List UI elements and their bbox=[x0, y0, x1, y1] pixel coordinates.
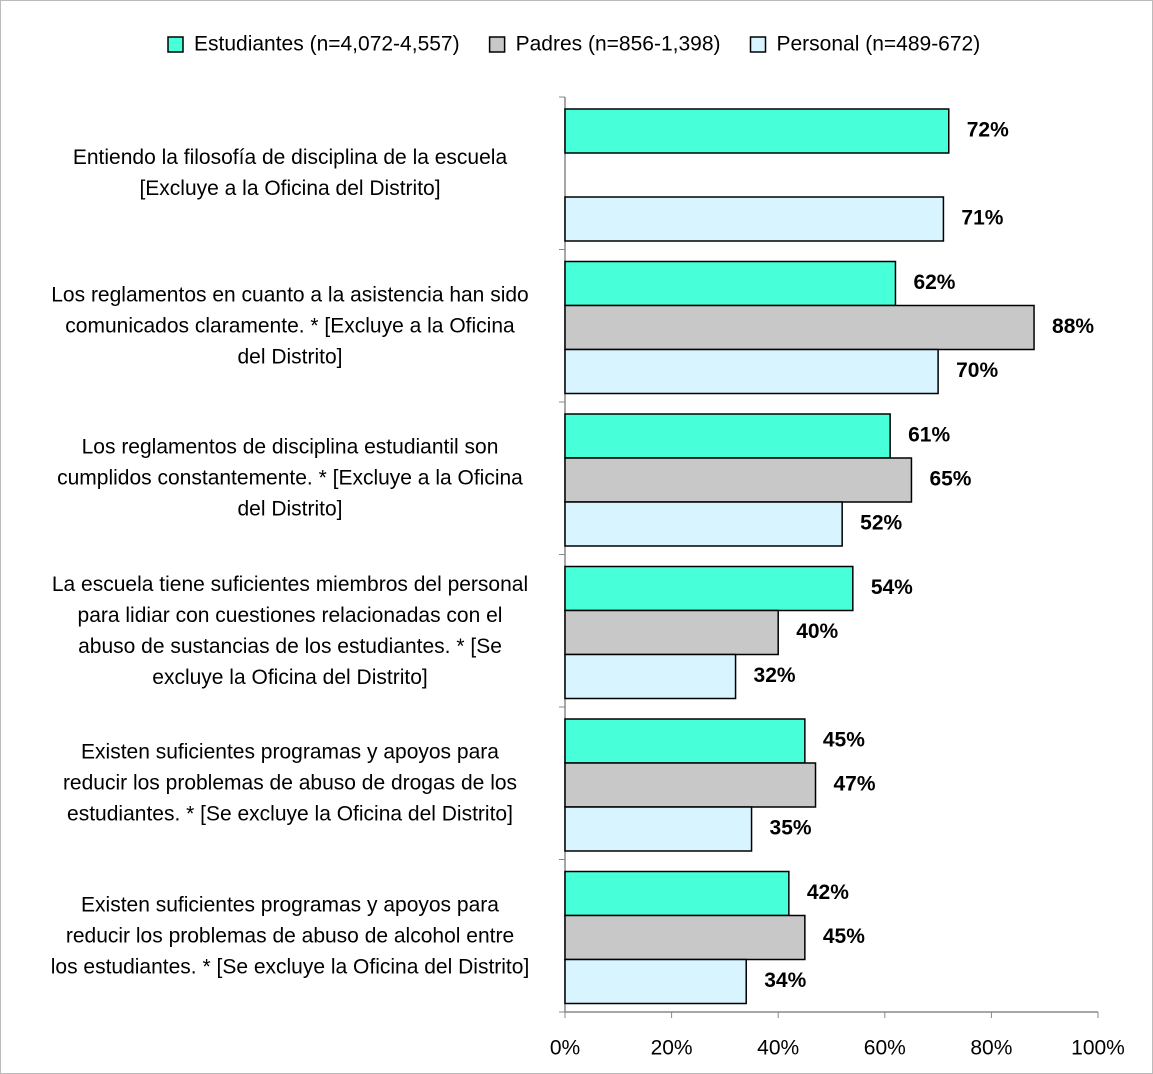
bar bbox=[564, 260, 897, 307]
category-label: Los reglamentos de disciplina estudianti… bbox=[57, 435, 523, 521]
value-label: 54% bbox=[871, 576, 913, 599]
value-label: 34% bbox=[764, 969, 806, 992]
value-label: 62% bbox=[913, 271, 955, 294]
bar bbox=[564, 108, 950, 154]
legend-label: Padres (n=856-1,398) bbox=[516, 33, 721, 56]
legend-swatch bbox=[488, 36, 506, 53]
bar bbox=[564, 304, 1035, 351]
x-tick-label: 60% bbox=[864, 1037, 906, 1060]
bar bbox=[564, 196, 945, 242]
value-label: 32% bbox=[754, 664, 796, 687]
x-tick-label: 40% bbox=[757, 1037, 799, 1060]
category-label: Existen suficientes programas y apoyos p… bbox=[50, 893, 530, 979]
value-label: 47% bbox=[834, 773, 876, 796]
value-label: 72% bbox=[967, 119, 1009, 142]
category-label: La escuela tiene suficientes miembros de… bbox=[51, 572, 529, 689]
value-label: 42% bbox=[807, 881, 849, 904]
bar bbox=[564, 565, 854, 612]
category-label: Entiendo la filosofía de disciplina de l… bbox=[72, 146, 508, 201]
bar bbox=[564, 958, 747, 1005]
legend-swatch bbox=[167, 36, 184, 53]
x-tick-label: 0% bbox=[550, 1037, 580, 1060]
x-tick-label: 80% bbox=[970, 1037, 1012, 1060]
bar bbox=[564, 501, 843, 547]
bar bbox=[564, 457, 913, 503]
legend-label: Personal (n=489-672) bbox=[777, 33, 981, 56]
value-label: 70% bbox=[956, 359, 998, 382]
value-label: 71% bbox=[961, 207, 1003, 230]
category-label: Los reglamentos en cuanto a la asistenci… bbox=[51, 283, 529, 369]
value-label: 52% bbox=[860, 512, 902, 535]
value-label: 61% bbox=[908, 424, 950, 447]
bar bbox=[564, 718, 806, 764]
category-label: Existen suficientes programas y apoyos p… bbox=[62, 740, 518, 826]
value-label: 35% bbox=[770, 817, 812, 840]
bar bbox=[564, 914, 806, 961]
value-label: 45% bbox=[823, 729, 865, 752]
x-tick-label: 20% bbox=[651, 1037, 693, 1060]
value-label: 40% bbox=[796, 620, 838, 643]
bar bbox=[564, 762, 817, 808]
legend-label: Estudiantes (n=4,072-4,557) bbox=[194, 33, 460, 56]
legend-swatch bbox=[749, 36, 767, 53]
bar bbox=[564, 806, 753, 852]
bar bbox=[564, 870, 790, 917]
bar bbox=[564, 609, 779, 656]
bar bbox=[564, 413, 891, 459]
bar bbox=[564, 348, 939, 395]
x-tick-label: 100% bbox=[1071, 1037, 1125, 1060]
value-label: 65% bbox=[929, 468, 971, 491]
bar bbox=[564, 653, 737, 700]
value-label: 88% bbox=[1052, 315, 1094, 338]
value-label: 45% bbox=[823, 925, 865, 948]
